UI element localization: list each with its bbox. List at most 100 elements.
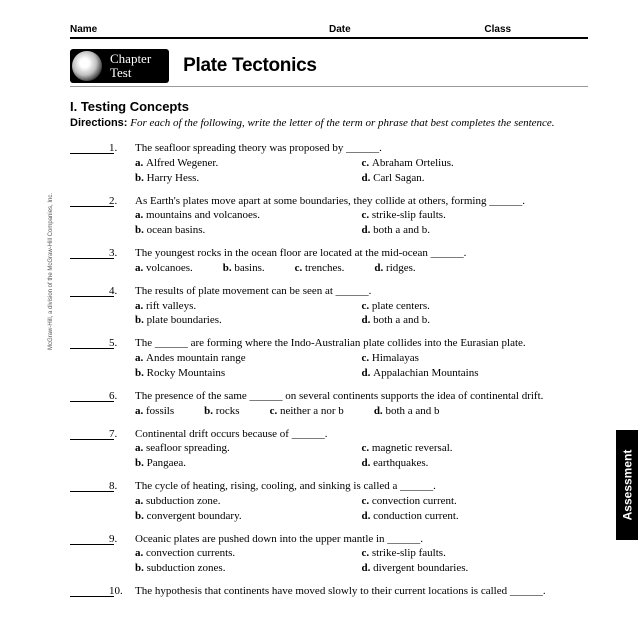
option-text: conduction current.: [373, 510, 459, 522]
options-column: a. convection currents.b. subduction zon…: [135, 546, 362, 576]
question-stem: 9.Oceanic plates are pushed down into th…: [122, 532, 588, 547]
option: a. Andes mountain range: [135, 351, 362, 366]
question-body: 2.As Earth's plates move apart at some b…: [120, 194, 588, 239]
answer-blank[interactable]: [70, 428, 114, 440]
options-column: c. strike-slip faults.d. divergent bound…: [362, 546, 589, 576]
answer-blank[interactable]: [70, 337, 114, 349]
option-text: convection current.: [372, 495, 457, 507]
options-grid: a. Alfred Wegener.b. Harry Hess.c. Abrah…: [122, 156, 588, 186]
question: 9.Oceanic plates are pushed down into th…: [70, 532, 588, 577]
answer-blank[interactable]: [70, 247, 114, 259]
directions-label: Directions:: [70, 117, 127, 129]
option: a. seafloor spreading.: [135, 441, 362, 456]
question-number: 10.: [122, 584, 135, 599]
question-stem: 7.Continental drift occurs because of __…: [122, 427, 588, 442]
answer-blank[interactable]: [70, 195, 114, 207]
option: a. rift valleys.: [135, 299, 362, 314]
options-grid: a. convection currents.b. subduction zon…: [122, 546, 588, 576]
question: 7.Continental drift occurs because of __…: [70, 427, 588, 472]
option-text: Alfred Wegener.: [146, 157, 218, 169]
option: a. fossils: [135, 404, 174, 419]
question-stem: 1.The seafloor spreading theory was prop…: [122, 141, 588, 156]
answer-blank[interactable]: [70, 585, 114, 597]
option: b. Pangaea.: [135, 456, 362, 471]
options-grid: a. mountains and volcanoes.b. ocean basi…: [122, 208, 588, 238]
question-body: 9.Oceanic plates are pushed down into th…: [120, 532, 588, 577]
options-grid: a. Andes mountain rangeb. Rocky Mountain…: [122, 351, 588, 381]
question: 8.The cycle of heating, rising, cooling,…: [70, 479, 588, 524]
question: 10.The hypothesis that continents have m…: [70, 584, 588, 599]
options-column: a. Andes mountain rangeb. Rocky Mountain…: [135, 351, 362, 381]
option-text: both a and b.: [373, 314, 430, 326]
option: d. Carl Sagan.: [362, 171, 589, 186]
option: c. plate centers.: [362, 299, 589, 314]
option-text: Pangaea.: [147, 457, 186, 469]
option-letter: c.: [362, 352, 372, 364]
option: c. trenches.: [295, 261, 345, 276]
option: a. mountains and volcanoes.: [135, 208, 362, 223]
option: a. convection currents.: [135, 546, 362, 561]
option-text: Himalayas: [372, 352, 419, 364]
option-text: both a and b: [385, 405, 439, 417]
question: 6.The presence of the same ______ on sev…: [70, 389, 588, 419]
option-text: subduction zones.: [147, 562, 226, 574]
question-body: 7.Continental drift occurs because of __…: [120, 427, 588, 472]
question: 3.The youngest rocks in the ocean floor …: [70, 246, 588, 276]
main-title: Plate Tectonics: [183, 55, 316, 77]
directions-text: For each of the following, write the let…: [130, 117, 554, 129]
option-letter: d.: [362, 367, 374, 379]
header-class-label: Class: [484, 24, 588, 35]
header-date-label: Date: [329, 24, 484, 35]
question-number: 6.: [122, 389, 135, 404]
options-column: a. Alfred Wegener.b. Harry Hess.: [135, 156, 362, 186]
option: d. both a and b.: [362, 223, 589, 238]
option: c. strike-slip faults.: [362, 546, 589, 561]
question-stem: 4.The results of plate movement can be s…: [122, 284, 588, 299]
option-letter: d.: [374, 262, 386, 274]
assessment-tab: Assessment: [616, 430, 638, 540]
option-letter: c.: [362, 209, 372, 221]
option-text: earthquakes.: [373, 457, 428, 469]
options-row: a. fossilsb. rocksc. neither a nor bd. b…: [122, 404, 588, 419]
option: c. neither a nor b: [270, 404, 344, 419]
option-text: fossils: [146, 405, 174, 417]
option: d. Appalachian Mountains: [362, 366, 589, 381]
question-stem: 8.The cycle of heating, rising, cooling,…: [122, 479, 588, 494]
option-text: both a and b.: [373, 224, 430, 236]
option: a. volcanoes.: [135, 261, 193, 276]
option-text: divergent boundaries.: [373, 562, 468, 574]
option-text: trenches.: [305, 262, 344, 274]
question-body: 4.The results of plate movement can be s…: [120, 284, 588, 329]
answer-blank[interactable]: [70, 285, 114, 297]
option-text: strike-slip faults.: [372, 209, 446, 221]
option-letter: b.: [135, 457, 147, 469]
option-letter: c.: [295, 262, 305, 274]
options-column: a. seafloor spreading.b. Pangaea.: [135, 441, 362, 471]
option-text: convergent boundary.: [147, 510, 242, 522]
options-column: c. strike-slip faults. d. both a and b.: [362, 208, 589, 238]
answer-blank[interactable]: [70, 480, 114, 492]
answer-blank[interactable]: [70, 533, 114, 545]
question-body: 8.The cycle of heating, rising, cooling,…: [120, 479, 588, 524]
chapter-badge-text: Chapter Test: [110, 52, 151, 81]
option-text: Carl Sagan.: [373, 172, 424, 184]
option: b. Rocky Mountains: [135, 366, 362, 381]
question-stem: 10.The hypothesis that continents have m…: [122, 584, 588, 599]
question-number: 3.: [122, 246, 135, 261]
option-letter: c.: [362, 442, 372, 454]
option: b. Harry Hess.: [135, 171, 362, 186]
option: c. Himalayas: [362, 351, 589, 366]
option-text: mountains and volcanoes.: [146, 209, 260, 221]
option: d. earthquakes.: [362, 456, 589, 471]
answer-blank[interactable]: [70, 142, 114, 154]
question: 1.The seafloor spreading theory was prop…: [70, 141, 588, 186]
option: c. convection current.: [362, 494, 589, 509]
option-text: ocean basins.: [147, 224, 206, 236]
option: d. divergent boundaries.: [362, 561, 589, 576]
option: c. magnetic reversal.: [362, 441, 589, 456]
worksheet-page: Name Date Class Chapter Test Plate Tecto…: [0, 0, 638, 599]
option-text: Abraham Ortelius.: [372, 157, 454, 169]
answer-blank[interactable]: [70, 390, 114, 402]
option: b. convergent boundary.: [135, 509, 362, 524]
option-letter: c.: [362, 495, 372, 507]
